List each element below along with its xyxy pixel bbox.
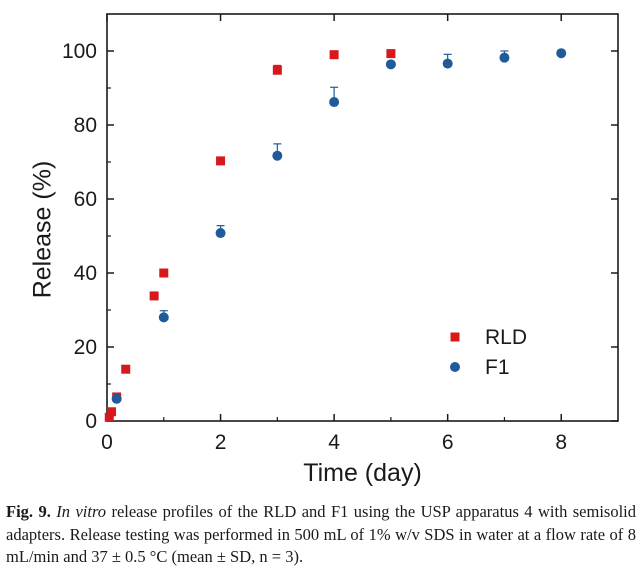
f1-point (272, 150, 283, 161)
rld-point (386, 49, 396, 59)
error-bars (159, 50, 509, 318)
caption-figure-label: Fig. 9. (6, 502, 51, 521)
figure-caption: Fig. 9. In vitro release profiles of the… (6, 501, 636, 569)
f1-point (442, 58, 453, 69)
f1-point (499, 52, 510, 63)
f1-point (556, 48, 567, 59)
f1-point (215, 228, 226, 239)
x-tick-label: 4 (328, 431, 340, 454)
legend-rld-marker (450, 332, 460, 342)
rld-point (121, 364, 131, 374)
rld-point (104, 412, 114, 422)
x-tick-label: 2 (215, 431, 227, 454)
y-tick-label: 20 (74, 336, 97, 359)
y-tick-label: 60 (74, 188, 97, 211)
legend-f1-label: F1 (485, 356, 510, 379)
data-markers (104, 48, 567, 422)
plot-border (106, 13, 619, 422)
y-tick-label: 40 (74, 262, 97, 285)
caption-italic-text: In vitro (56, 502, 107, 521)
plot-frame (106, 13, 619, 422)
y-tick-label: 0 (85, 410, 97, 433)
f1-point (158, 312, 169, 323)
f1-point (111, 393, 122, 404)
axis-ticks (106, 14, 618, 422)
rld-point (159, 268, 169, 278)
y-tick-label: 80 (74, 114, 97, 137)
f1-point (385, 59, 396, 70)
rld-point (107, 407, 117, 417)
rld-point (216, 156, 226, 166)
y-axis-title: Release (%) (29, 161, 57, 299)
rld-point (272, 65, 282, 75)
rld-point (149, 291, 159, 301)
legend-rld-label: RLD (485, 326, 527, 349)
y-tick-label: 100 (62, 40, 97, 63)
rld-point (329, 50, 339, 60)
legend-f1-marker (450, 362, 460, 372)
f1-point (329, 97, 340, 108)
caption-text: release profiles of the RLD and F1 using… (6, 502, 637, 566)
legend: RLD F1 (450, 326, 527, 379)
x-tick-label: 8 (555, 431, 567, 454)
x-tick-label: 6 (442, 431, 454, 454)
x-axis-title: Time (day) (303, 459, 422, 487)
x-tick-label: 0 (101, 431, 113, 454)
